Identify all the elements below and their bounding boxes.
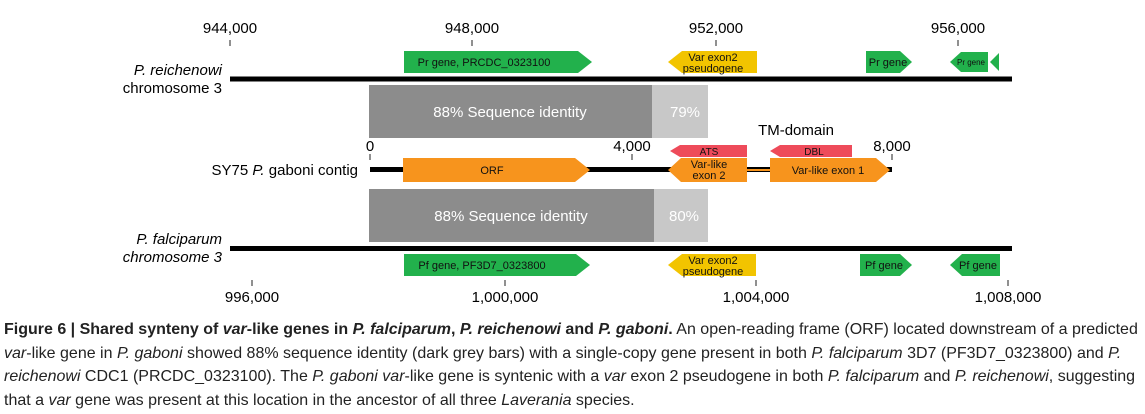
gab-ats-label: ATS xyxy=(700,147,719,158)
lower-identity-side xyxy=(654,189,708,242)
caption-title: Figure 6 | Shared synteny of var-like ge… xyxy=(4,321,673,338)
gab-orf-label: ORF xyxy=(480,165,504,177)
top-axis: 944,000 948,000 952,000 956,000 xyxy=(203,20,985,46)
lower-identity-side-label: 80% xyxy=(669,208,699,225)
pr-gene-main-label: Pr gene, PRCDC_0323100 xyxy=(418,57,551,69)
gab-orf-arrow xyxy=(403,158,590,182)
gab-var-exon1-arrow xyxy=(770,158,890,182)
gab-ats-arrow xyxy=(670,145,747,157)
pf-gene-small2-arrow xyxy=(950,254,1000,276)
pf-var-exon2-label: Var exon2 xyxy=(688,255,737,267)
gaboni-track: SY75 P. gaboni contig xyxy=(211,162,892,179)
pr-gene-small1-arrow xyxy=(866,51,912,73)
gaboni-label: SY75 P. gaboni contig xyxy=(211,162,358,179)
pf-gene-small1-label: Pf gene xyxy=(865,260,903,272)
pf-gene-small2-label: Pf gene xyxy=(959,260,997,272)
falciparum-track: P. falciparum chromosome 3 xyxy=(123,231,1012,266)
gab-var-exon2-arrow xyxy=(668,158,747,182)
pr-gene-small2-arrow xyxy=(950,52,988,72)
falciparum-chromosome-label: chromosome 3 xyxy=(123,249,223,266)
pf-var-exon2-label: pseudogene xyxy=(683,266,744,278)
bottom-axis: 996,000 1,000,000 1,004,000 1,008,000 xyxy=(225,280,1041,306)
gab-dbl-arrow xyxy=(770,145,852,157)
gaboni-contig-line xyxy=(370,167,892,172)
lower-identity-main-label: 88% Sequence identity xyxy=(434,208,588,225)
falciparum-genes: Pf gene, PF3D7_0323800 Var exon2 pseudog… xyxy=(404,254,1000,278)
pr-gene-fragment-arrow xyxy=(990,53,999,71)
gab-var-exon1-label: Var-like exon 1 xyxy=(792,165,865,177)
reichenowi-chromosome-label: chromosome 3 xyxy=(123,80,222,97)
figure-caption: Figure 6 | Shared synteny of var-like ge… xyxy=(4,318,1144,412)
bottom-tick-label: 996,000 xyxy=(225,289,279,306)
middle-tick-label: 4,000 xyxy=(613,138,651,155)
pr-gene-small1-label: Pr gene xyxy=(869,57,908,69)
pr-var-exon2-label: Var exon2 xyxy=(688,52,737,64)
pf-gene-small1-arrow xyxy=(860,254,912,276)
falciparum-chromosome-line xyxy=(230,246,1012,251)
pr-gene-main-arrow xyxy=(404,51,592,73)
middle-axis: 0 4,000 8,000 TM-domain xyxy=(366,122,911,160)
upper-identity-main-label: 88% Sequence identity xyxy=(433,104,587,121)
gab-dbl-label: DBL xyxy=(804,147,824,158)
bottom-tick-label: 1,000,000 xyxy=(472,289,539,306)
top-tick-label: 944,000 xyxy=(203,20,257,37)
tm-domain-label: TM-domain xyxy=(758,122,834,139)
upper-identity-main xyxy=(369,85,652,138)
synteny-figure: 944,000 948,000 952,000 956,000 P. reich… xyxy=(123,20,1042,306)
pf-gene-main-label: Pf gene, PF3D7_0323800 xyxy=(418,260,545,272)
bottom-tick-label: 1,008,000 xyxy=(975,289,1042,306)
bottom-tick-label: 1,004,000 xyxy=(723,289,790,306)
reichenowi-track: P. reichenowi chromosome 3 xyxy=(123,62,1012,97)
reichenowi-genes: Pr gene, PRCDC_0323100 Var exon2 pseudog… xyxy=(404,51,999,75)
pf-var-exon2-arrow xyxy=(668,254,756,276)
falciparum-species-label: P. falciparum xyxy=(136,231,222,248)
middle-tick-label: 8,000 xyxy=(873,138,911,155)
pr-gene-small2-label: Pr gene xyxy=(957,58,986,67)
pf-gene-main-arrow xyxy=(404,254,590,276)
lower-identity-block: 88% Sequence identity 80% xyxy=(369,189,708,242)
pr-var-exon2-arrow xyxy=(668,51,757,73)
top-tick-label: 948,000 xyxy=(445,20,499,37)
upper-identity-block: 88% Sequence identity 79% xyxy=(369,85,708,138)
gab-var-exon2-label: exon 2 xyxy=(692,170,725,182)
reichenowi-chromosome-line xyxy=(230,76,1012,82)
caption-body: An open-reading frame (ORF) located down… xyxy=(4,321,1138,409)
pr-var-exon2-label: pseudogene xyxy=(683,63,744,75)
top-tick-label: 952,000 xyxy=(689,20,743,37)
gab-var-exon2-label: Var-like xyxy=(691,159,727,171)
gaboni-genes: ATS DBL ORF Var-like exon 2 Var-like exo… xyxy=(403,145,890,182)
middle-tick-label: 0 xyxy=(366,138,374,155)
lower-identity-main xyxy=(369,189,654,242)
reichenowi-species-label: P. reichenowi xyxy=(134,62,223,79)
upper-identity-side xyxy=(652,85,708,138)
upper-identity-side-label: 79% xyxy=(670,104,700,121)
top-tick-label: 956,000 xyxy=(931,20,985,37)
